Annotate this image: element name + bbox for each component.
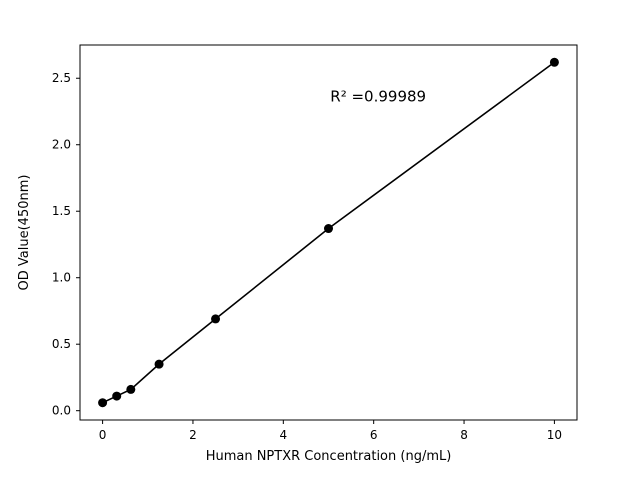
- r-squared-annotation: R² =0.99989: [330, 87, 426, 105]
- y-tick-label: 0.5: [52, 337, 71, 351]
- x-tick-label: 0: [99, 428, 107, 442]
- data-point: [549, 57, 559, 67]
- x-tick-label: 6: [370, 428, 378, 442]
- y-tick-label: 1.0: [52, 271, 71, 285]
- data-point: [98, 398, 108, 408]
- y-tick-label: 0.0: [52, 404, 71, 418]
- data-point: [324, 224, 333, 234]
- y-tick-label: 2.0: [52, 138, 71, 152]
- x-tick-label: 8: [460, 428, 468, 442]
- x-axis-label: Human NPTXR Concentration (ng/mL): [206, 449, 452, 464]
- y-tick-label: 1.5: [52, 204, 71, 218]
- data-point: [126, 384, 136, 394]
- x-tick-label: 4: [279, 428, 287, 442]
- data-point: [154, 359, 164, 369]
- axes-spines: [79, 44, 578, 421]
- x-tick-label: 10: [547, 428, 562, 442]
- y-axis-label: OD Value(450nm): [17, 175, 32, 291]
- y-tick-label: 2.5: [52, 71, 71, 85]
- data-point: [211, 314, 221, 324]
- data-point: [112, 391, 122, 401]
- x-tick-label: 2: [189, 428, 197, 442]
